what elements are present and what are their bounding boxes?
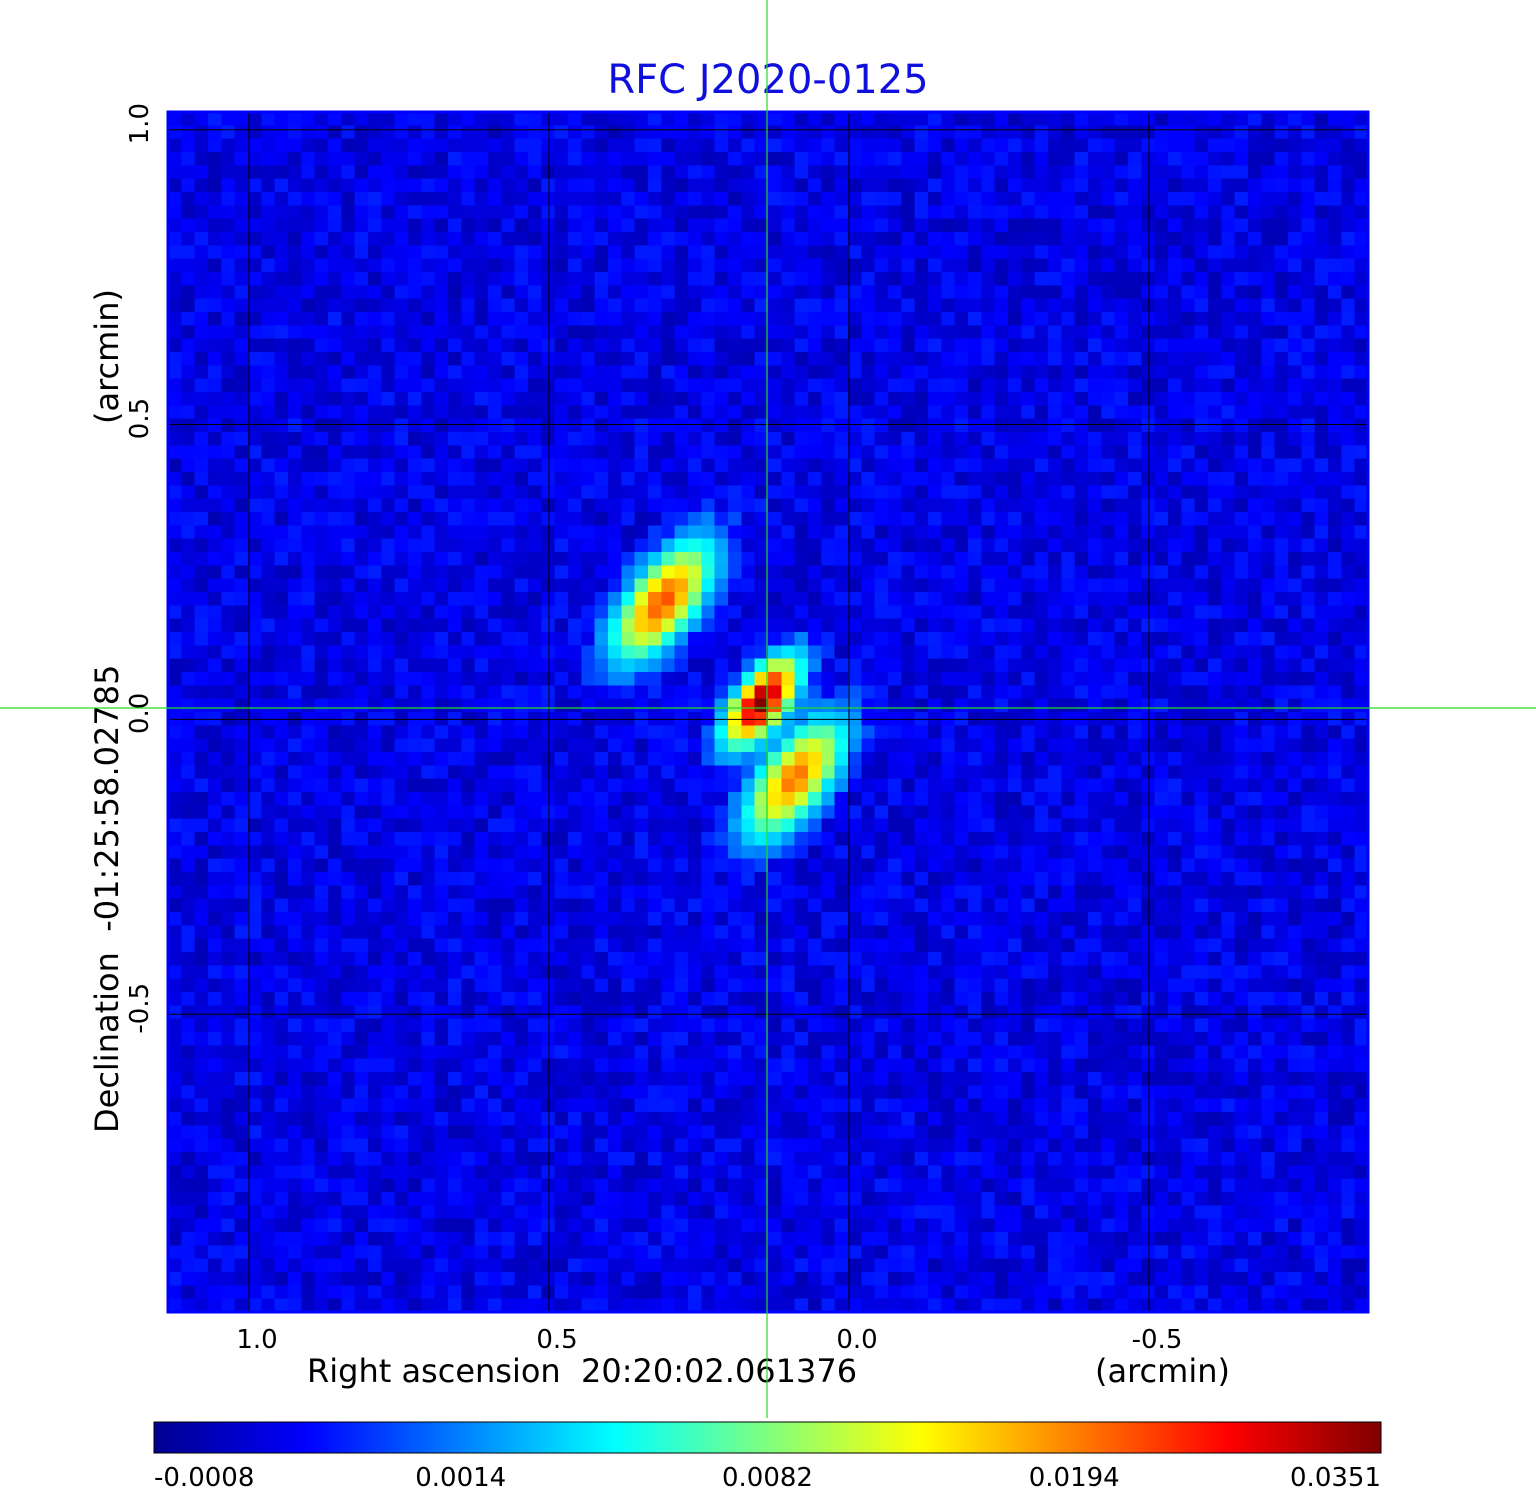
intensity-map: [168, 112, 1368, 1312]
grid: [168, 112, 1368, 1312]
y-axis-unit: (arcmin): [88, 289, 126, 424]
colorbar-tick-label: 0.0194: [1029, 1463, 1120, 1493]
y-axis-label: Declination -01:25:58.02785: [88, 665, 126, 1133]
y-tick-label: 1.0: [125, 103, 155, 144]
y-tick-label: 0.0: [125, 693, 155, 734]
y-tick-label: -0.5: [125, 983, 155, 1034]
x-tick-label: 0.0: [836, 1325, 877, 1355]
colorbar-tick-label: 0.0351: [1290, 1463, 1381, 1493]
x-tick-label: -0.5: [1132, 1325, 1183, 1355]
x-axis-label: Right ascension 20:20:02.061376: [307, 1352, 857, 1390]
x-tick-label: 1.0: [236, 1325, 277, 1355]
y-tick-labels: 1.0 0.5 0.0 -0.5: [125, 103, 155, 1034]
x-axis-unit: (arcmin): [1095, 1352, 1230, 1390]
chart-title: RFC J2020-0125: [607, 57, 928, 103]
colorbar: [153, 1421, 1382, 1454]
colorbar-tick-labels: -0.0008 0.0014 0.0082 0.0194 0.0351: [154, 1463, 1381, 1493]
x-tick-label: 0.5: [536, 1325, 577, 1355]
y-tick-label: 0.5: [125, 398, 155, 439]
colorbar-tick-label: 0.0014: [415, 1463, 506, 1493]
x-tick-labels: 1.0 0.5 0.0 -0.5: [236, 1325, 1182, 1355]
plot-frame: [166, 110, 1370, 1314]
colorbar-tick-label: 0.0082: [722, 1463, 813, 1493]
intensity-image: [168, 112, 1368, 1312]
colorbar-tick-label: -0.0008: [154, 1463, 254, 1493]
